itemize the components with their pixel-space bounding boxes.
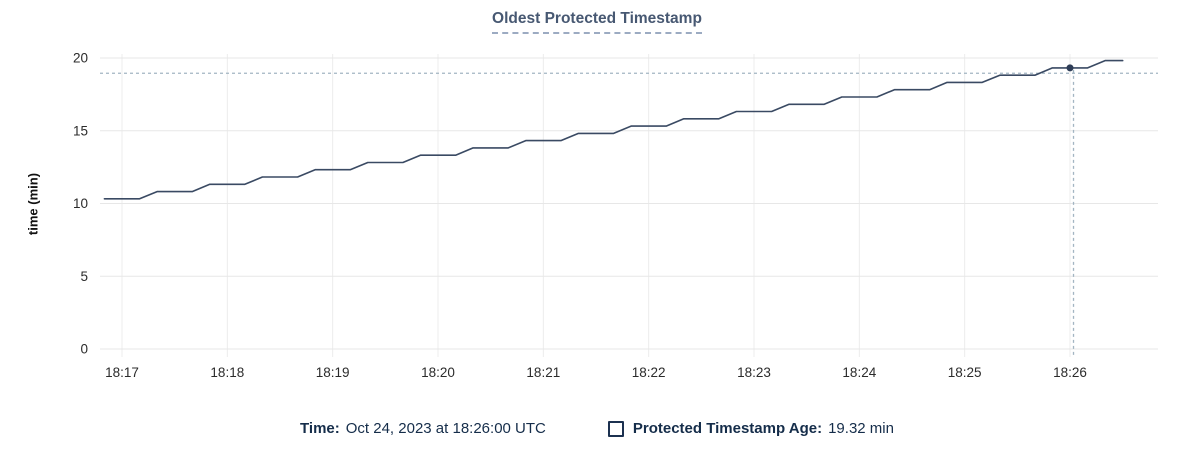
x-tick-label: 18:21 <box>526 365 560 380</box>
legend-time-label: Time: <box>300 420 340 437</box>
x-tick-label: 18:23 <box>737 365 771 380</box>
x-tick-label: 18:19 <box>316 365 350 380</box>
y-axis-tick-labels: 0 5 10 15 20 <box>73 51 88 357</box>
y-axis-title: time (min) <box>25 172 41 236</box>
chart-title[interactable]: Oldest Protected Timestamp <box>492 10 702 34</box>
y-tick-label: 5 <box>80 269 88 284</box>
x-axis-tick-labels: 18:17 18:18 18:19 18:20 18:21 18:22 18:23 18:24… <box>105 365 1087 380</box>
y-tick-label: 20 <box>73 51 88 66</box>
x-tick-label: 18:25 <box>948 365 982 380</box>
legend-time: Time: Oct 24, 2023 at 18:26:00 UTC <box>300 420 546 437</box>
chart-canvas[interactable]: 18:17 18:18 18:19 18:20 18:21 18:22 18:23 18:24… <box>0 0 1194 402</box>
x-tick-label: 18:26 <box>1053 365 1087 380</box>
legend-time-value: Oct 24, 2023 at 18:26:00 UTC <box>345 420 546 437</box>
hover-dot <box>1066 64 1074 72</box>
series-toggle-checkbox-icon[interactable] <box>607 420 624 437</box>
x-tick-label: 18:17 <box>105 365 139 380</box>
legend-series-value: 19.32 min <box>828 420 894 437</box>
legend-series-toggle[interactable]: Protected Timestamp Age: 19.32 min <box>607 420 894 437</box>
y-tick-label: 10 <box>73 196 88 211</box>
y-tick-label: 15 <box>73 123 88 138</box>
x-tick-label: 18:18 <box>210 365 244 380</box>
x-tick-label: 18:20 <box>421 365 455 380</box>
vertical-gridlines <box>121 54 1071 357</box>
series-line <box>103 59 1124 200</box>
x-tick-label: 18:24 <box>842 365 876 380</box>
horizontal-gridlines <box>100 57 1158 350</box>
chart-hover-legend: Time: Oct 24, 2023 at 18:26:00 UTC Protec… <box>0 420 1194 437</box>
y-tick-label: 0 <box>80 342 88 357</box>
legend-series-label: Protected Timestamp Age: <box>632 420 823 437</box>
x-tick-label: 18:22 <box>632 365 666 380</box>
chart-title-row: Oldest Protected Timestamp <box>0 10 1194 34</box>
